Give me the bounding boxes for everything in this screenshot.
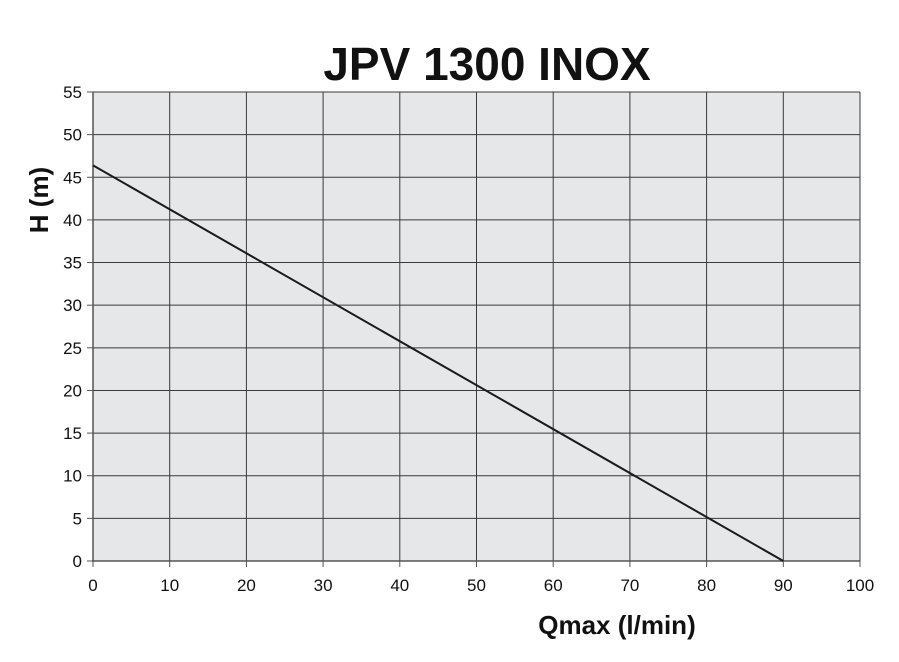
x-tick-label: 60: [544, 576, 563, 595]
y-tick-label: 0: [73, 552, 82, 571]
y-tick-label: 45: [63, 168, 82, 187]
x-tick-label: 100: [846, 576, 874, 595]
x-tick-label: 10: [160, 576, 179, 595]
y-tick-label: 15: [63, 424, 82, 443]
grid: [93, 91, 861, 561]
y-tick-label: 50: [63, 126, 82, 145]
x-tick-label: 80: [697, 576, 716, 595]
series-group: [92, 164, 784, 562]
x-axis-label: Qmax (l/min): [538, 610, 695, 640]
y-tick-label: 5: [73, 509, 82, 528]
x-tick-label: 30: [314, 576, 333, 595]
x-tick-label: 20: [237, 576, 256, 595]
y-axis-label: H (m): [24, 167, 54, 233]
y-tick-label: 20: [63, 381, 82, 400]
x-tick-label: 90: [774, 576, 793, 595]
x-tick-label: 70: [620, 576, 639, 595]
x-tick-label: 0: [88, 576, 97, 595]
y-tick-label: 25: [63, 339, 82, 358]
y-tick-label: 35: [63, 254, 82, 273]
y-tick-label: 10: [63, 467, 82, 486]
series-line-0: [92, 164, 784, 562]
y-tick-label: 55: [63, 83, 82, 102]
y-tick-label: 40: [63, 211, 82, 230]
chart-title: JPV 1300 INOX: [323, 38, 651, 90]
x-tick-label: 50: [467, 576, 486, 595]
y-axis-ticks: 0 5 10 15 20 25 30 35 40 45 50 55: [63, 83, 93, 571]
y-tick-label: 30: [63, 296, 82, 315]
x-axis-ticks: 0 10 20 30 40 50 60 70 80 90 100: [88, 561, 874, 595]
x-tick-label: 40: [390, 576, 409, 595]
